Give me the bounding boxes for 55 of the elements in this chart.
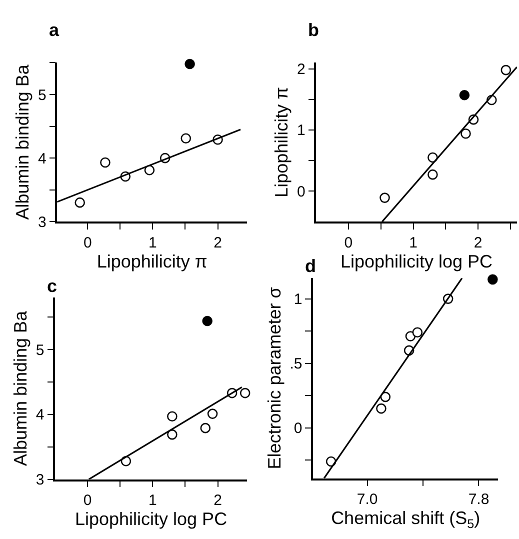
y-tick-label: 4 [38,150,46,168]
point [459,90,470,100]
point [167,429,178,440]
x-axis-title: Lipophilicity log PC [340,251,493,272]
y-tick-label: 3 [36,472,44,489]
point [200,422,211,434]
x-tick-label: 0 [83,234,92,252]
y-tick-label: 4 [36,406,44,424]
x-tick-label: 7.8 [468,491,490,508]
x-tick-label: 7.0 [356,491,378,508]
point [180,133,192,144]
chart-title: d [305,256,316,276]
x-axis-title: Chemical shift (S$_{5}$) [331,508,480,531]
y-axis-title: Albumin binding Ba [10,310,31,466]
point [202,316,212,326]
x-axis-title: Lipophilicity π [96,251,208,272]
x-tick-label: 0 [344,234,353,252]
y-tick-label: 2 [296,61,306,78]
y-tick-label: 0 [296,183,306,200]
y-tick-label: 1 [296,122,306,140]
y-tick-label: 1 [294,291,302,308]
x-tick-label: 1 [409,234,418,252]
point [167,411,178,422]
point [380,392,391,402]
point [412,327,423,338]
x-tick-label: 0 [83,492,92,510]
y-tick-label: 0 [294,420,302,438]
x-tick-label: 2 [214,234,222,252]
x-tick-label: 2 [474,234,482,252]
point [488,274,498,285]
y-axis-title: Electronic parameter σ [264,287,284,470]
point [74,197,86,208]
x-tick-label: 1 [148,492,157,510]
chart-title: a [49,20,60,40]
x-axis-title: Lipophilicity log PC [74,509,228,530]
point [428,169,438,180]
chart-title: b [308,20,319,40]
chart-title: c [47,276,58,296]
point [144,165,155,176]
point [380,192,390,203]
y-axis-title: Lipophilicity π [272,86,292,198]
y-tick-label: 5 [36,342,44,359]
x-tick-label: 1 [148,234,157,252]
point [460,128,471,139]
point [100,157,110,168]
y-axis-title: Albumin binding Ba [12,64,33,220]
point [184,58,195,70]
point [376,403,386,414]
y-tick-label: 3 [38,214,46,231]
point [240,388,250,398]
point [207,408,218,419]
point [500,64,512,76]
y-tick-label: .5 [290,356,302,373]
y-tick-label: 5 [38,86,46,104]
x-tick-label: 2 [214,492,222,510]
